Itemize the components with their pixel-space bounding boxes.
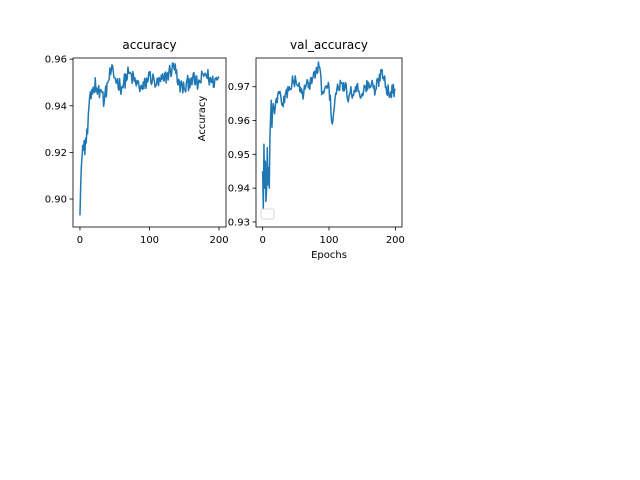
x-axis-label: Epochs	[311, 250, 347, 261]
y-tick-label: 0.96	[45, 55, 67, 66]
x-tick-label: 200	[209, 235, 228, 246]
y-tick-label: 0.90	[45, 195, 67, 206]
x-tick-label: 200	[386, 235, 405, 246]
accuracy-subplot: 0 100 200 0.90 0.92 0.94 0.96 accuracy	[45, 38, 229, 246]
y-tick-label: 0.93	[228, 217, 250, 228]
y-tick-label: 0.95	[228, 150, 250, 161]
y-tick-label: 0.97	[228, 82, 250, 93]
subplot-title: val_accuracy	[290, 38, 368, 52]
y-tick-label: 0.94	[45, 101, 67, 112]
x-tick-label: 0	[259, 235, 265, 246]
x-tick-label: 0	[77, 235, 83, 246]
y-tick-label: 0.94	[228, 184, 250, 195]
val-accuracy-subplot: 0 100 2000.930.940.950.960.97val_accuracyE…	[197, 38, 405, 261]
x-tick-label: 100	[140, 235, 159, 246]
y-axis-label: Accuracy	[197, 96, 208, 142]
y-tick-label: 0.96	[228, 116, 250, 127]
x-tick-label: 100	[319, 235, 338, 246]
legend-box	[260, 208, 275, 220]
y-tick-label: 0.92	[45, 148, 67, 159]
subplot-title: accuracy	[122, 38, 176, 52]
series-line	[79, 62, 220, 216]
series-line	[261, 61, 396, 210]
